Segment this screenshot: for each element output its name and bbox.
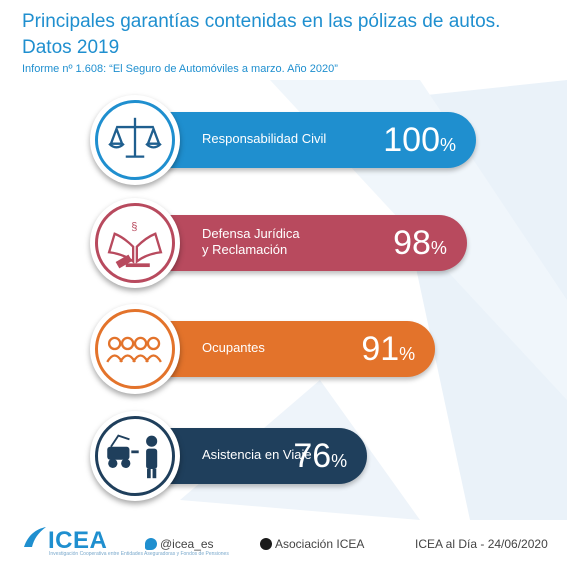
svg-text:§: § xyxy=(131,221,137,233)
bar-value-number: 98 xyxy=(393,224,431,262)
footer-logo-text: ICEA xyxy=(48,527,108,554)
bar-icon-circle xyxy=(90,411,180,501)
linkedin-icon xyxy=(260,538,272,550)
bar-value-number: 100 xyxy=(383,121,440,159)
bar-label: Defensa Jurídica y Reclamación xyxy=(202,226,300,258)
bar: Ocupantes 91% xyxy=(140,321,436,377)
bar-value: 91% xyxy=(361,329,415,374)
bar-value-pct: % xyxy=(430,238,447,258)
bar-icon-circle: § xyxy=(90,198,180,288)
chart-title: Principales garantías contenidas en las … xyxy=(22,11,501,58)
footer-logo-tagline: Investigación Cooperativa entre Entidade… xyxy=(49,551,229,557)
people-icon xyxy=(106,336,162,363)
bar-icon-ring xyxy=(95,416,175,496)
tow-truck-icon xyxy=(107,434,158,479)
bar-label: Ocupantes xyxy=(202,340,265,356)
bar: Defensa Jurídica y Reclamación 98% xyxy=(140,215,467,271)
law-book-gavel-icon: § xyxy=(107,221,163,269)
footer-twitter[interactable]: @icea_es xyxy=(145,537,214,551)
footer-linkedin-name: Asociación ICEA xyxy=(275,537,365,551)
bar: Responsabilidad Civil 100% xyxy=(140,112,476,168)
twitter-icon xyxy=(145,538,157,550)
bar-label-line: Responsabilidad Civil xyxy=(202,131,327,146)
bar-label: Responsabilidad Civil xyxy=(202,131,326,147)
bar-icon-ring xyxy=(95,100,175,180)
footer-date: ICEA al Día - 24/06/2020 xyxy=(415,537,548,551)
bar-value: 98% xyxy=(393,223,447,268)
bar-value-pct: % xyxy=(399,344,416,364)
bar-value-number: 91 xyxy=(361,330,400,368)
bar-label: Asistencia en Viaje xyxy=(202,447,312,463)
footer-twitter-handle: @icea_es xyxy=(160,537,214,551)
bar-value: 100% xyxy=(383,120,456,165)
bar-value: 76% xyxy=(293,436,347,481)
bar-label-line: Defensa Jurídica xyxy=(202,226,300,241)
scales-icon xyxy=(108,117,162,158)
bar-value-number: 76 xyxy=(293,437,332,475)
bar-label-line: Ocupantes xyxy=(202,340,265,355)
footer-linkedin[interactable]: Asociación ICEA xyxy=(260,537,364,551)
bar-icon-circle xyxy=(90,304,180,394)
icea-logo-icon xyxy=(24,527,46,547)
bar-value-pct: % xyxy=(439,135,456,155)
bar-label-line: y Reclamación xyxy=(202,242,288,257)
bar-icon-circle xyxy=(90,95,180,185)
bar-icon-ring: § xyxy=(95,203,175,283)
chart-subtitle: Informe nº 1.608: “El Seguro de Automóvi… xyxy=(22,63,338,75)
bar-icon-ring xyxy=(95,309,175,389)
bar-value-pct: % xyxy=(331,451,348,471)
bar-label-line: Asistencia en Viaje xyxy=(202,447,312,462)
